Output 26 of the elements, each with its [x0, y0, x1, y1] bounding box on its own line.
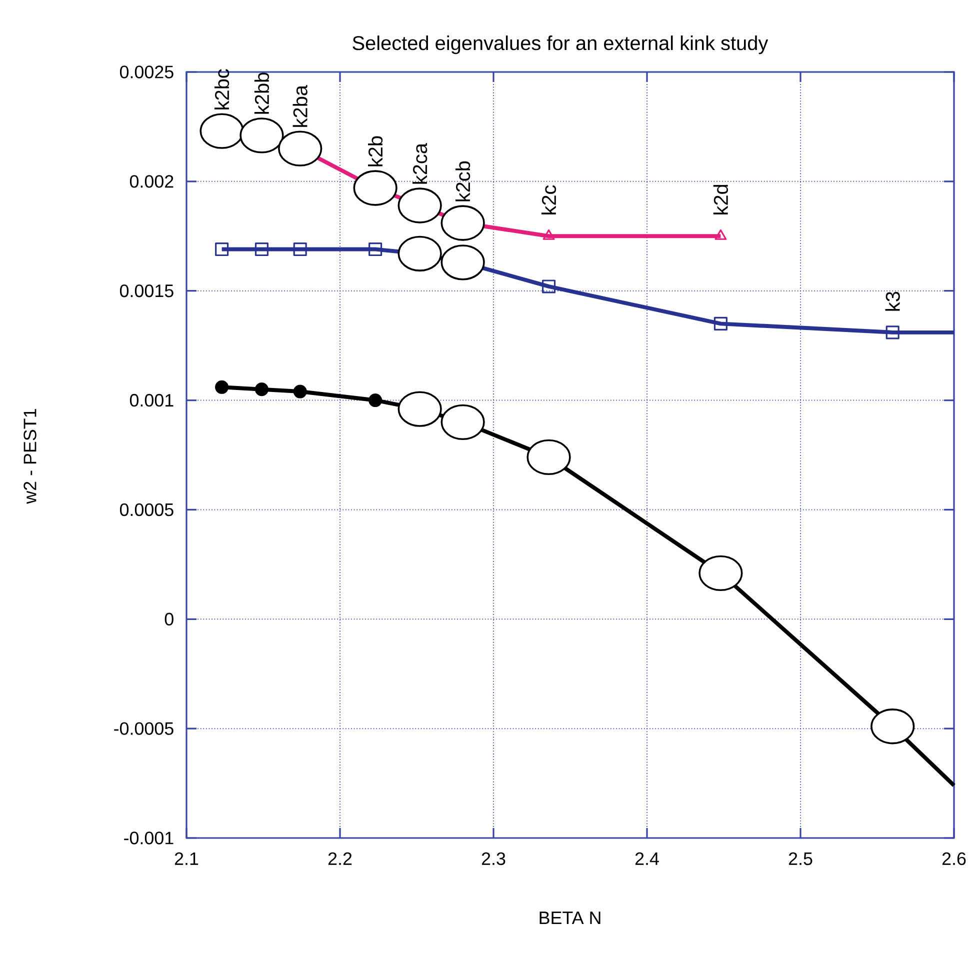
x-tick-label: 2.1 [174, 852, 198, 865]
y-tick-label: 0.0005 [120, 503, 174, 516]
y-tick-label: 0.0025 [120, 66, 174, 78]
y-axis-title: w2 - PEST1 [24, 409, 36, 504]
annotation: k2cb [455, 161, 470, 202]
y-tick-label: -0.001 [124, 832, 174, 844]
annotation: k2ca [412, 142, 428, 184]
x-tick-label: 2.4 [635, 852, 659, 865]
y-tick-label: 0.0015 [120, 284, 174, 298]
annotation: k2ba [292, 84, 308, 127]
x-tick-label: 2.2 [328, 852, 352, 865]
x-tick-label: 2.6 [942, 852, 966, 866]
x-axis-title: BETA N [540, 912, 600, 924]
annotation: k2c [541, 185, 556, 214]
chart-title: Selected eigenvalues for an external kink study [352, 36, 768, 54]
y-tick-label: -0.0005 [114, 722, 174, 735]
y-tick-label: 0.002 [130, 175, 174, 188]
annotation: k2bb [254, 72, 270, 114]
annotation: k2bc [214, 69, 230, 110]
y-tick-label: 0 [164, 612, 174, 626]
y-tick-label: 0.001 [130, 394, 174, 407]
annotation: k2b [368, 136, 383, 166]
x-tick-label: 2.5 [788, 852, 812, 866]
x-tick-label: 2.3 [482, 852, 506, 866]
annotation: k3 [885, 292, 900, 311]
annotation: k2d [713, 184, 728, 214]
